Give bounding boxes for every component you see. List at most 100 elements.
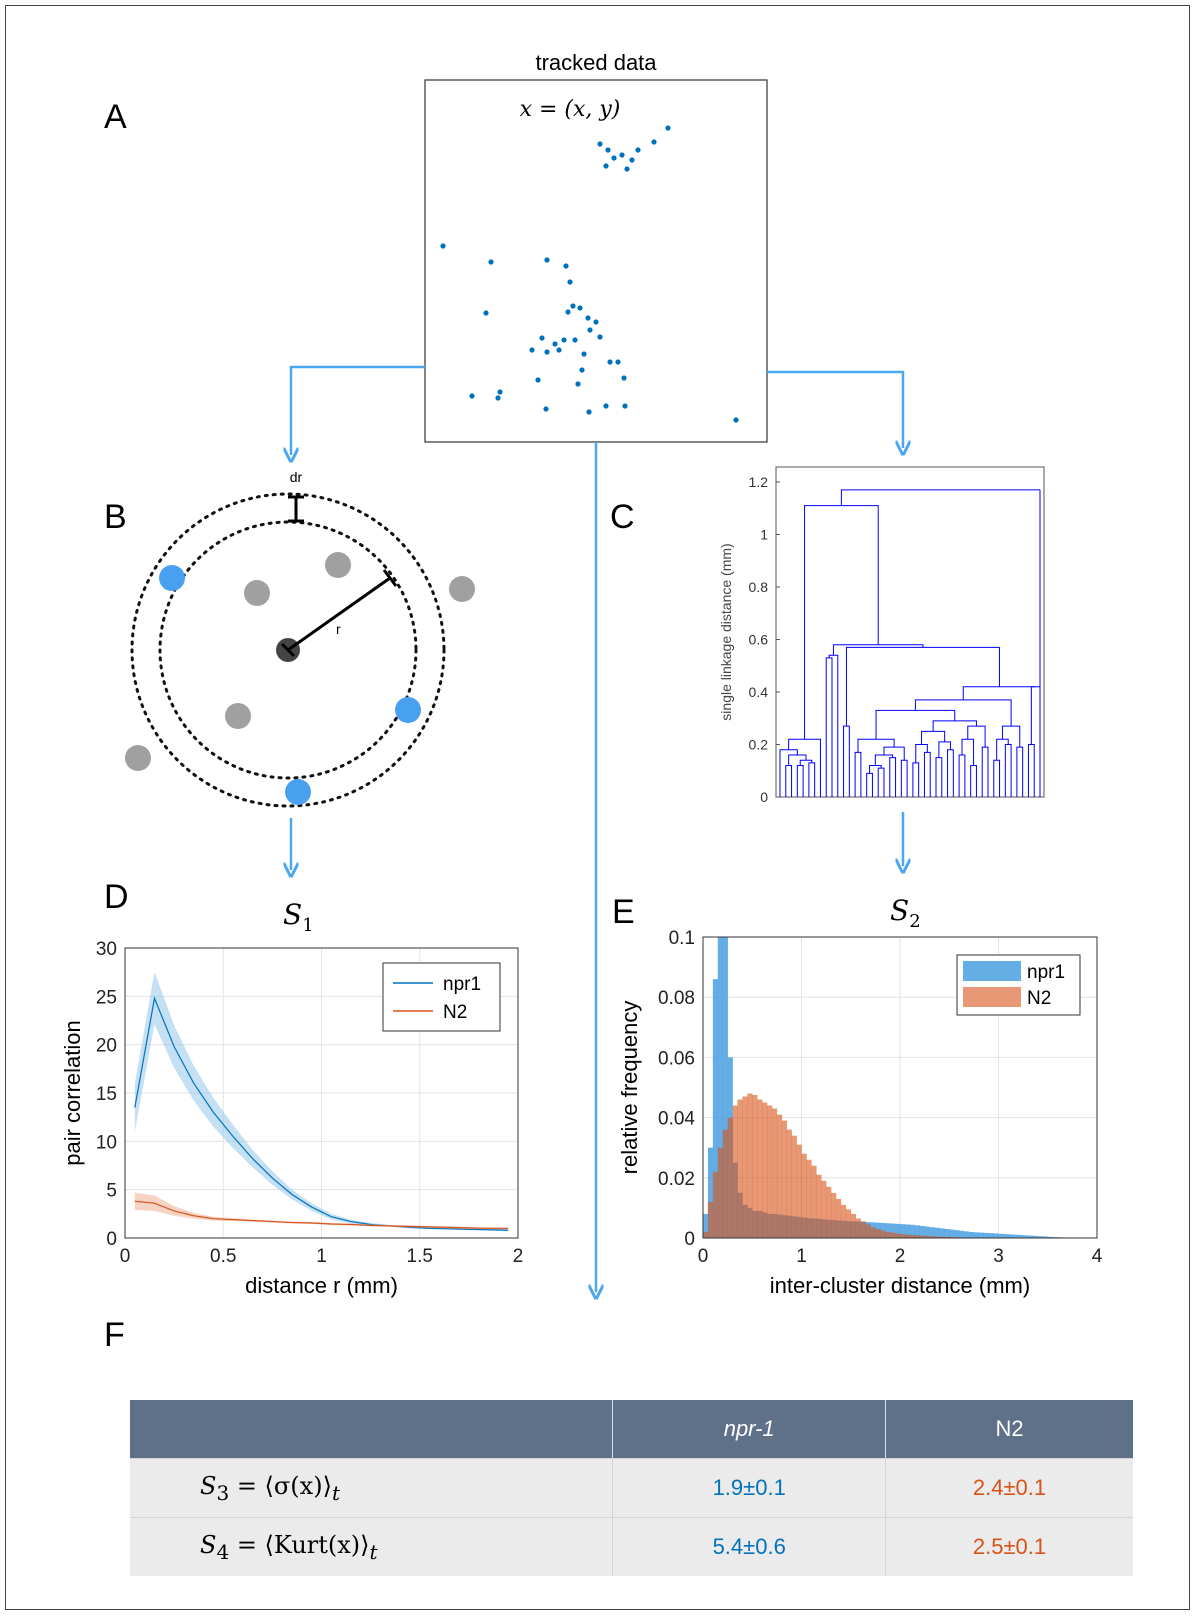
tracked-point: [585, 315, 591, 321]
table-row: S4 = ⟨Kurt(x)⟩t 5.4±0.6 2.5±0.1: [130, 1517, 1133, 1576]
npr1-value: 1.9±0.1: [612, 1458, 886, 1518]
npr1-bar: [707, 1147, 714, 1238]
tracked-point: [587, 327, 593, 333]
tracked-point: [543, 406, 549, 412]
legend-label: N2: [443, 1002, 467, 1023]
statistics-table: npr-1 N2 S3 = ⟨σ(x)⟩t 1.9±0.1 2.4±0.1 S4…: [130, 1400, 1133, 1576]
N2-bar: [717, 1147, 723, 1238]
tracked-point: [615, 359, 621, 365]
table-header-npr1: npr-1: [612, 1400, 886, 1459]
x-tick-label: 2: [513, 1246, 524, 1267]
N2-bar: [801, 1153, 807, 1238]
npr1-value: 5.4±0.6: [612, 1517, 886, 1576]
panel-b-schematic: r dr: [125, 469, 475, 808]
tracked-point: [593, 319, 599, 325]
n2-value: 2.4±0.1: [885, 1458, 1133, 1518]
N2-bar: [752, 1095, 758, 1238]
y-tick-label: 30: [96, 939, 117, 960]
dendrogram-link: [962, 686, 1036, 700]
N2-bar: [821, 1180, 827, 1238]
tracked-point: [603, 163, 609, 169]
dendrogram-tick-label: 1: [760, 527, 768, 543]
tracked-points: [440, 125, 739, 423]
tracked-point: [488, 259, 494, 265]
N2-bar: [929, 1236, 935, 1238]
npr1-bar: [973, 1232, 980, 1238]
legend-box: [382, 962, 501, 1032]
N2-bar: [885, 1231, 891, 1238]
tracked-point: [619, 152, 625, 158]
N2-bar: [831, 1192, 837, 1238]
N2-bar: [722, 1129, 728, 1238]
radius-tick: [280, 642, 296, 658]
tracked-point: [556, 347, 562, 353]
npr1-bar: [1003, 1234, 1009, 1238]
x-tick-label: 2: [895, 1246, 906, 1267]
npr1-bar: [703, 1213, 709, 1238]
npr1-bar: [1013, 1234, 1019, 1238]
legend-swatch: [963, 961, 1021, 981]
dendrogram-links: [779, 489, 1041, 797]
tracked-point: [563, 263, 569, 269]
npr1-bar: [1008, 1234, 1014, 1238]
tracked-point: [570, 303, 576, 309]
npr1-bar: [929, 1227, 935, 1238]
x-tick-label: 1: [796, 1246, 807, 1267]
tracked-point: [635, 147, 641, 153]
N2-bar: [904, 1234, 911, 1238]
gray-particle: [244, 580, 270, 606]
y-tick-label: 0.04: [658, 1109, 695, 1130]
y-tick-label: 0.06: [658, 1048, 695, 1069]
npr1-bar: [900, 1224, 906, 1238]
dendrogram-link: [840, 489, 1040, 506]
N2-bar: [712, 1171, 719, 1238]
npr1-bar: [924, 1226, 930, 1238]
npr1-bar: [919, 1225, 925, 1238]
panel-label-b: B: [104, 498, 127, 536]
npr1-bar: [722, 937, 728, 1238]
formula-s4: S4 = ⟨Kurt(x)⟩t: [130, 1517, 613, 1576]
dendrogram-frame: [775, 466, 1045, 798]
flow-arrows: [291, 365, 903, 1292]
npr1-bar: [904, 1224, 911, 1238]
npr1-bar: [954, 1230, 960, 1238]
n2-value: 2.5±0.1: [885, 1517, 1133, 1576]
npr1-bar: [1042, 1236, 1049, 1238]
tracked-point: [567, 279, 573, 285]
tracked-point: [495, 395, 501, 401]
npr1-bar: [890, 1223, 896, 1238]
dendrogram-tick-label: 1.2: [749, 474, 769, 490]
panel-label-c: C: [610, 498, 635, 536]
npr1-bar: [993, 1233, 999, 1238]
tracked-point: [469, 393, 475, 399]
y-axis-label: pair correlation: [60, 1020, 85, 1166]
tracked-point: [597, 334, 603, 340]
tracked-point: [665, 125, 671, 131]
N2-bar: [860, 1221, 866, 1238]
npr1-bar: [717, 937, 723, 1238]
N2-bar: [890, 1232, 896, 1238]
N2-bar: [875, 1228, 881, 1238]
N2-bar: [762, 1102, 768, 1238]
npr1-bar: [978, 1232, 985, 1238]
y-tick-label: 10: [96, 1132, 117, 1153]
y-tick-label: 0.1: [669, 928, 695, 949]
N2-bar: [919, 1235, 925, 1238]
blue-particle-in-shell: [159, 565, 185, 591]
N2-bar: [742, 1096, 748, 1238]
N2-bar: [791, 1135, 797, 1238]
figure-frame: [5, 5, 1190, 1610]
npr1-line: [134, 996, 509, 1231]
blue-particle-in-shell: [285, 779, 311, 805]
tracked-point: [733, 417, 739, 423]
radius-line: [287, 576, 391, 652]
npr1-bar: [939, 1228, 945, 1238]
npr1-bar: [885, 1223, 891, 1238]
inter-cluster-histogram: 0 1 2 3 4 0 0.02 0.04 0.06 0.08 0.1 inter-cluster d…: [617, 928, 1103, 1298]
legend-label: N2: [1027, 988, 1051, 1009]
N2-bar: [786, 1129, 792, 1238]
formula-s3: S3 = ⟨σ(x)⟩t: [130, 1458, 613, 1518]
N2-bar: [796, 1144, 802, 1238]
y-axis-label: relative frequency: [617, 1001, 642, 1175]
